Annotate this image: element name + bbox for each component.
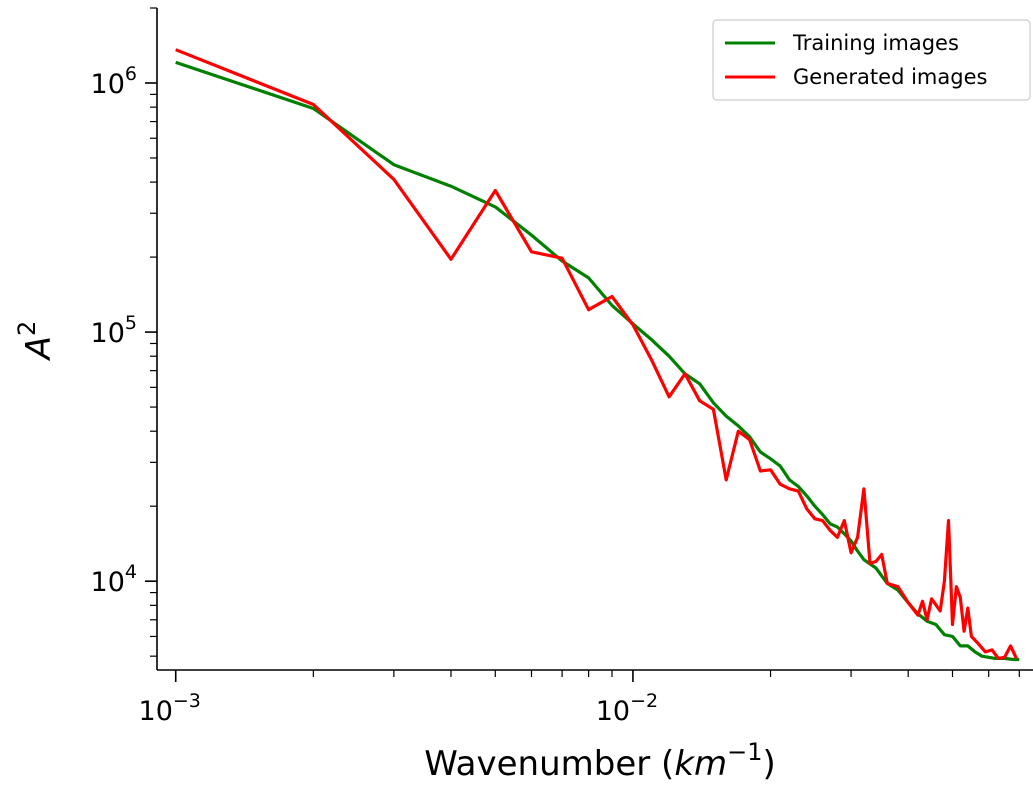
y-tick-label: 105 xyxy=(91,312,137,349)
plot-area: 10−3 10−2 104 105 106 xyxy=(91,7,1033,727)
series-line-training xyxy=(175,60,1020,662)
y-axis-label: A2 xyxy=(13,321,59,362)
legend-label-training: Training images xyxy=(792,31,959,55)
ticks-layer: 10−3 10−2 104 105 106 xyxy=(91,7,1020,727)
y-tick-label: 106 xyxy=(91,63,137,100)
series-line-generated xyxy=(175,48,1018,660)
y-tick-label: 104 xyxy=(91,561,137,598)
legend-frame xyxy=(712,19,1031,101)
series-layer xyxy=(175,48,1020,662)
x-axis-label: Wavenumber (km−1) xyxy=(424,738,776,784)
legend: Training images Generated images xyxy=(712,19,1031,101)
x-tick-label: 10−3 xyxy=(139,690,201,727)
x-tick-label: 10−2 xyxy=(596,690,658,727)
legend-label-generated: Generated images xyxy=(793,65,987,89)
